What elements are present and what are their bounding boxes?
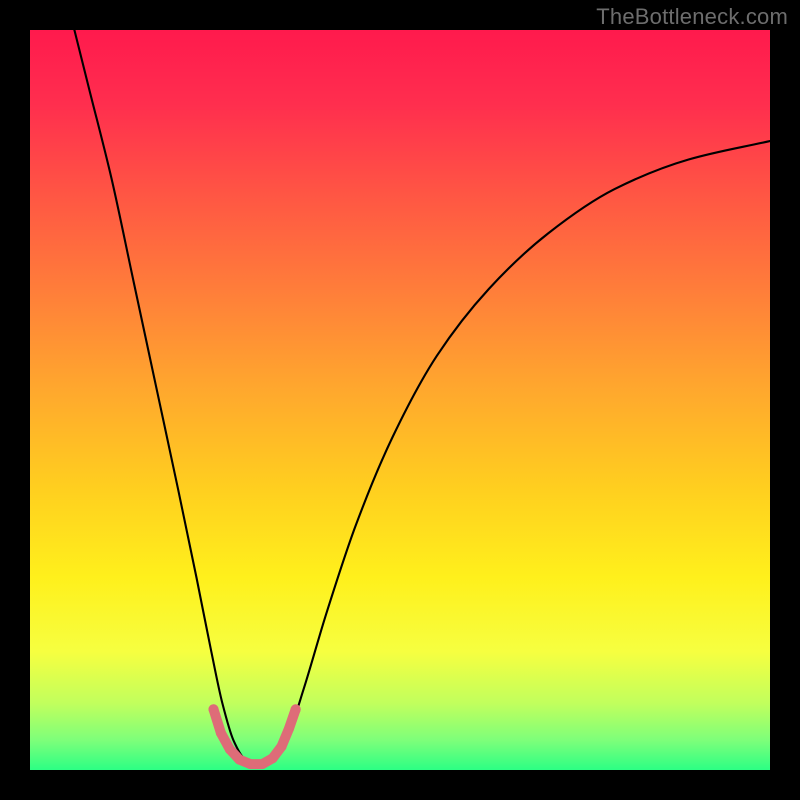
bottom-marker-dot — [225, 744, 235, 754]
chart-frame: TheBottleneck.com — [0, 0, 800, 800]
bottom-marker-dot — [291, 704, 301, 714]
bottom-marker-dot — [268, 753, 278, 763]
bottom-marker-dot — [284, 724, 294, 734]
watermark-text: TheBottleneck.com — [596, 4, 788, 30]
bottom-marker-dot — [234, 755, 244, 765]
chart-svg — [30, 30, 770, 770]
bottom-marker-dot — [257, 759, 267, 769]
bottom-marker-dot — [246, 759, 256, 769]
bottom-marker-dot — [209, 704, 219, 714]
bottom-marker-dot — [277, 741, 287, 751]
chart-background — [30, 30, 770, 770]
plot-area — [30, 30, 770, 770]
bottom-marker-dot — [216, 728, 226, 738]
